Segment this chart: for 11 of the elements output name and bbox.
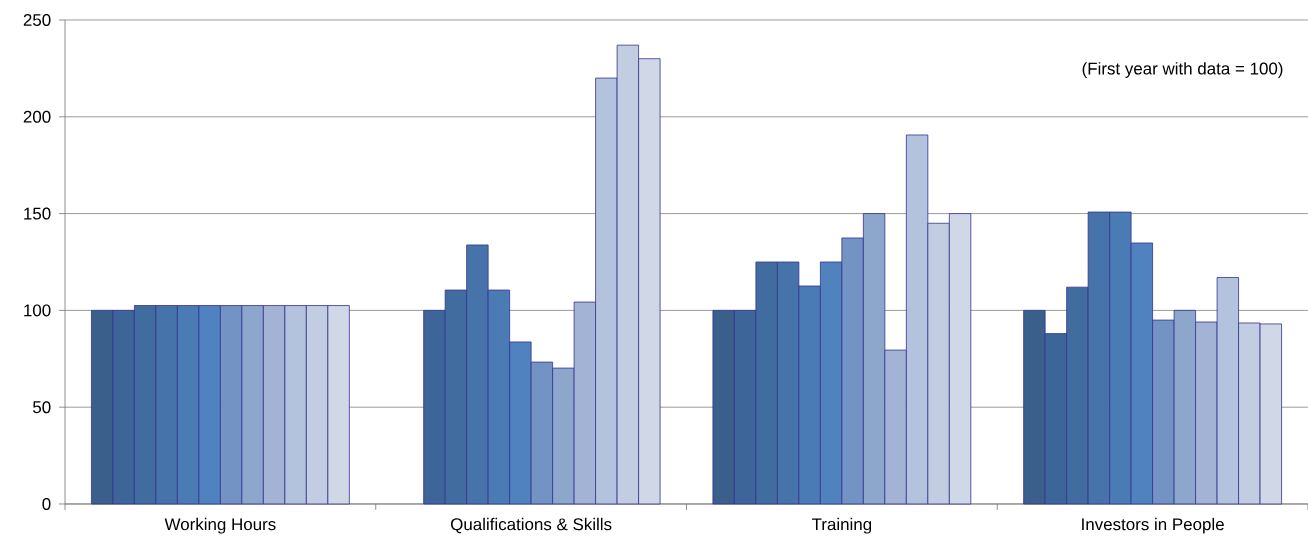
x-tick-label: Investors in People	[1082, 517, 1224, 534]
y-tick-label: 0	[42, 497, 51, 510]
y-tick-label: 50	[33, 401, 51, 414]
y-tick-label: 250	[23, 13, 51, 26]
x-tick-label: Working Hours	[164, 517, 276, 534]
y-tick-label: 150	[24, 207, 51, 220]
x-tick-label: Training	[811, 517, 872, 534]
x-tick-label: Qualifications & Skills	[450, 517, 612, 534]
y-tick-label: 100	[24, 304, 51, 317]
y-tick-label: 200	[23, 110, 51, 123]
annotation: (First year with data = 100)	[1082, 62, 1283, 78]
